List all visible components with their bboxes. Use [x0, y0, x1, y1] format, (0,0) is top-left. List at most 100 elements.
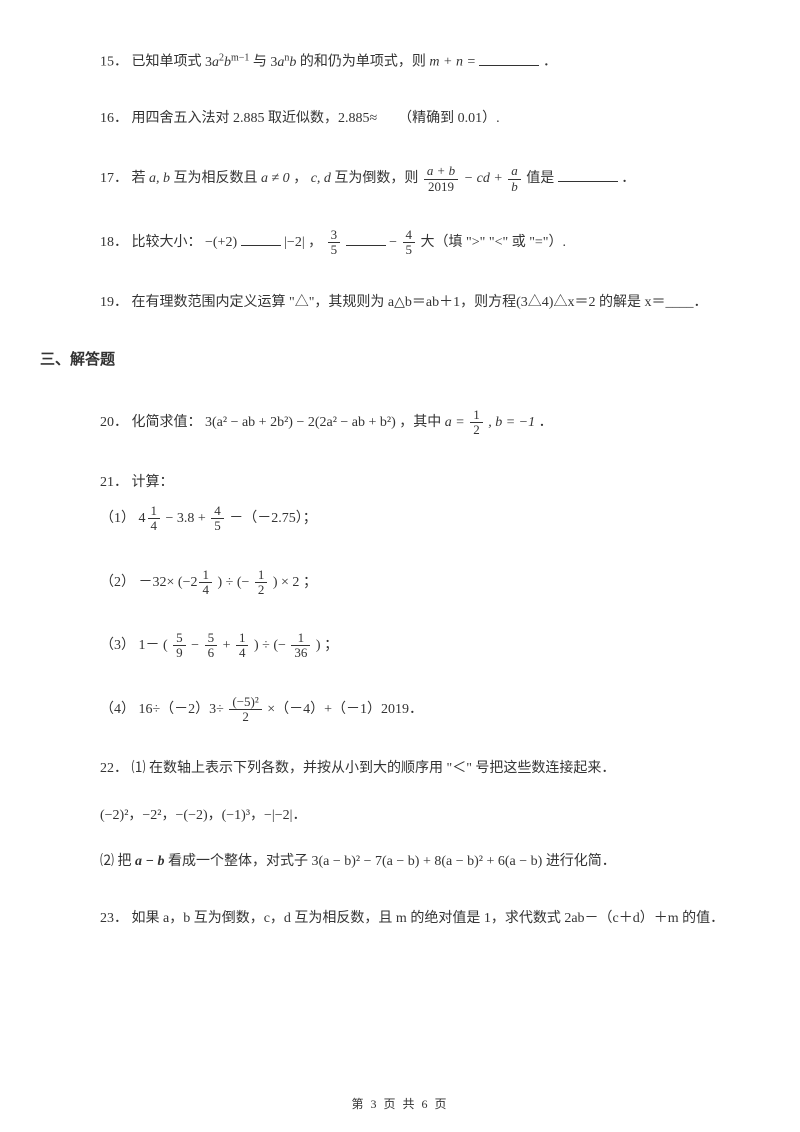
q18-comma: ，: [308, 235, 322, 250]
q21p3-m2: +: [223, 638, 231, 653]
var-a: a: [212, 55, 219, 70]
q21p1-f2: 45: [211, 504, 224, 534]
q21p3-m1: −: [191, 638, 199, 653]
denominator: 5: [328, 243, 341, 257]
q21p2-f2: 12: [255, 568, 268, 598]
numerator: 5: [173, 631, 186, 646]
exp-m1: m−1: [231, 52, 249, 63]
q21p4-label: （4）: [100, 702, 135, 717]
q20-a-eq: a =: [445, 415, 465, 430]
q20-b-eq: , b = −1: [488, 415, 535, 430]
q21p1-f1: 14: [148, 504, 161, 534]
q21-part-4: （4） 16÷（－2）3÷ (−5)²2 ×（－4）+（－1）2019．: [60, 695, 730, 725]
q17-number: 17．: [100, 171, 128, 186]
q18-number: 18．: [100, 235, 128, 250]
question-22-p1: 22． ⑴ 在数轴上表示下列各数，并按从小到大的顺序用 "＜" 号把这些数连接起…: [60, 758, 730, 780]
question-22-p2: ⑵ 把 a − b 看成一个整体，对式子 3(a − b)² − 7(a − b…: [60, 851, 730, 873]
q21p3-tail: ；: [324, 638, 338, 653]
numerator: 1: [199, 568, 212, 583]
q15-text-2: 与: [253, 55, 267, 70]
q15-number: 15．: [100, 55, 128, 70]
numerator: 1: [236, 631, 249, 646]
q21-part-1: （1） 414 − 3.8 + 45 －（－2.75）；: [60, 504, 730, 534]
q15-period: ．: [543, 55, 557, 70]
q18-blank-2: [346, 232, 386, 246]
denominator: 4: [236, 646, 249, 660]
q18-e1: −(+2): [205, 235, 237, 250]
denominator: 9: [173, 646, 186, 660]
q22-p1-text: ⑴ 在数轴上表示下列各数，并按从小到大的顺序用 "＜" 号把这些数连接起来．: [132, 761, 616, 776]
q19-text: 在有理数范围内定义运算 "△"，其规则为 a△b＝ab＋1，则方程(3△4)△x…: [132, 295, 708, 310]
q20-frac-a: 1 2: [470, 408, 483, 438]
question-20: 20． 化简求值： 3(a² − ab + 2b²) − 2(2a² − ab …: [60, 408, 730, 438]
q17-t3: ，: [293, 171, 307, 186]
question-21: 21． 计算：: [60, 472, 730, 494]
q21p4-tail: ×（－4）+（－1）2019．: [267, 702, 423, 717]
q18-frac-1: 3 5: [328, 228, 341, 258]
numerator: 1: [291, 631, 310, 646]
q21p3-f3: 14: [236, 631, 249, 661]
denominator: 2: [229, 710, 261, 724]
q22-list: (−2)²，−2²，−(−2)，(−1)³，−|−2|．: [60, 805, 730, 827]
q21p2-mid1: ) ÷ (−: [217, 575, 249, 590]
q21p1-tail: －（－2.75）；: [229, 511, 317, 526]
q21p3-label: （3）: [100, 638, 135, 653]
numerator: 3: [328, 228, 341, 243]
q18-t2: 大（填 ">" "<" 或 "="）.: [421, 235, 566, 250]
q15-text-3: 的和仍为单项式，则: [300, 55, 426, 70]
q21p3-f2: 56: [205, 631, 218, 661]
q21p3-f1: 59: [173, 631, 186, 661]
denominator: 4: [148, 519, 161, 533]
numerator: 4: [211, 504, 224, 519]
var-b: b: [289, 55, 296, 70]
q21p3-rp: ): [316, 638, 321, 653]
q21p1-whole: 4: [139, 511, 146, 526]
q21p4-frac: (−5)²2: [229, 695, 261, 725]
denominator: b: [508, 180, 521, 194]
question-17: 17． 若 a, b 互为相反数且 a ≠ 0 ， c, d 互为倒数，则 a …: [60, 164, 730, 194]
q15-monomial-1: 3a2bm−1: [205, 55, 253, 70]
denominator: 6: [205, 646, 218, 660]
q17-t4: 互为倒数，则: [334, 171, 418, 186]
question-18: 18． 比较大小： −(+2) |−2| ， 3 5 − 4 5 大（填 ">"…: [60, 228, 730, 258]
var-b: b: [224, 55, 231, 70]
q17-frac-2: a b: [508, 164, 521, 194]
q21-number: 21．: [100, 475, 128, 490]
denominator: 5: [211, 519, 224, 533]
q21p1-label: （1）: [100, 511, 135, 526]
q21p2-label: （2）: [100, 575, 135, 590]
numerator: 5: [205, 631, 218, 646]
numerator: 1: [255, 568, 268, 583]
q18-e2: |−2|: [284, 235, 305, 250]
q15-monomial-2: 3anb: [270, 55, 300, 70]
numerator: a + b: [424, 164, 458, 179]
q21p2-mid2: ) × 2: [273, 575, 300, 590]
q17-minus-cd: − cd +: [464, 171, 503, 186]
q23-number: 23．: [100, 911, 128, 926]
q21p2-pre: －32×: [139, 575, 175, 590]
q21p3-pre: 1－: [139, 638, 160, 653]
q18-t1: 比较大小：: [132, 235, 202, 250]
q21p2-f1: 14: [199, 568, 212, 598]
q21-part-3: （3） 1－ ( 59 − 56 + 14 ) ÷ (− 136 ) ；: [60, 631, 730, 661]
q17-ab: a, b: [149, 171, 170, 186]
q15-text-1: 已知单项式: [132, 55, 202, 70]
q17-period: ．: [621, 171, 635, 186]
q15-result-expr: m + n =: [429, 55, 476, 70]
coef: 3: [205, 55, 212, 70]
q17-blank: [558, 168, 618, 182]
question-16: 16． 用四舍五入法对 2.885 取近似数，2.885≈ （精确到 0.01）…: [60, 108, 730, 130]
q20-number: 20．: [100, 415, 128, 430]
q17-neq: a ≠ 0: [261, 171, 290, 186]
q20-t2: ，其中: [399, 415, 441, 430]
q21p3-f4: 136: [291, 631, 310, 661]
q22-p2expr: 3(a − b)² − 7(a − b) + 8(a − b)² + 6(a −…: [311, 854, 542, 869]
denominator: 5: [403, 243, 416, 257]
q17-cd: c, d: [311, 171, 331, 186]
q21p2-lp: (−2: [178, 575, 198, 590]
numerator: 1: [148, 504, 161, 519]
q19-number: 19．: [100, 295, 128, 310]
q21p3-lp: (: [163, 638, 168, 653]
denominator: 36: [291, 646, 310, 660]
q18-blank-1: [241, 232, 281, 246]
